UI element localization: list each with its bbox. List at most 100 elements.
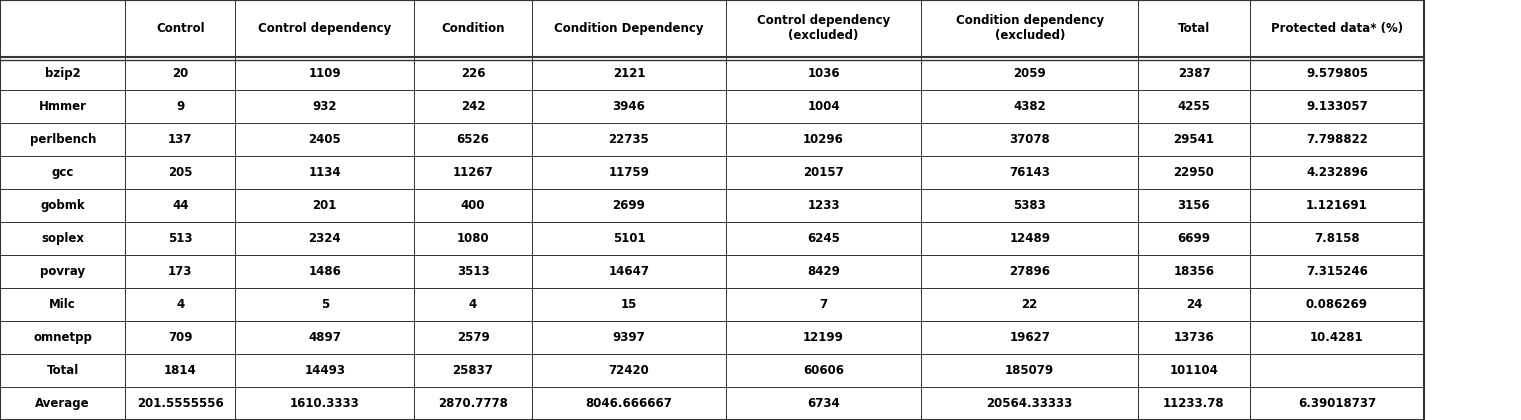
Bar: [1138, 255, 1249, 288]
Text: 37078: 37078: [1010, 133, 1049, 146]
Text: bzip2: bzip2: [44, 67, 81, 80]
Text: perlbench: perlbench: [29, 133, 96, 146]
Bar: [125, 0, 234, 57]
Text: Average: Average: [35, 397, 90, 410]
Text: 22: 22: [1022, 298, 1037, 311]
Bar: [1249, 189, 1424, 222]
Text: 4.232896: 4.232896: [1307, 166, 1367, 179]
Text: 1109: 1109: [309, 67, 341, 80]
Text: 1134: 1134: [309, 166, 341, 179]
Text: 6699: 6699: [1177, 232, 1211, 245]
Text: 4255: 4255: [1177, 100, 1211, 113]
Bar: [414, 123, 532, 156]
Text: Control dependency: Control dependency: [259, 22, 391, 35]
Bar: [234, 156, 414, 189]
Text: 1610.3333: 1610.3333: [291, 397, 359, 410]
Bar: [532, 0, 727, 57]
Text: 11759: 11759: [608, 166, 649, 179]
Bar: [727, 321, 920, 354]
Text: 1036: 1036: [808, 67, 840, 80]
Bar: [727, 288, 920, 321]
Text: Condition Dependency: Condition Dependency: [554, 22, 704, 35]
Bar: [920, 123, 1138, 156]
Text: 10.4281: 10.4281: [1310, 331, 1364, 344]
Text: 4: 4: [176, 298, 184, 311]
Bar: [727, 189, 920, 222]
Bar: [125, 189, 234, 222]
Text: 22950: 22950: [1174, 166, 1214, 179]
Bar: [125, 222, 234, 255]
Bar: [234, 255, 414, 288]
Bar: [0, 189, 125, 222]
Bar: [414, 156, 532, 189]
Bar: [414, 0, 532, 57]
Text: 4897: 4897: [309, 331, 341, 344]
Bar: [727, 57, 920, 90]
Text: povray: povray: [40, 265, 85, 278]
Bar: [920, 156, 1138, 189]
Bar: [414, 354, 532, 387]
Bar: [1249, 387, 1424, 420]
Text: 932: 932: [312, 100, 338, 113]
Bar: [0, 0, 125, 57]
Bar: [727, 123, 920, 156]
Bar: [234, 288, 414, 321]
Text: 4382: 4382: [1013, 100, 1046, 113]
Text: 7.798822: 7.798822: [1307, 133, 1367, 146]
Text: 72420: 72420: [608, 364, 649, 377]
Bar: [1249, 90, 1424, 123]
Text: 12199: 12199: [803, 331, 844, 344]
Bar: [1249, 0, 1424, 57]
Text: 8046.666667: 8046.666667: [586, 397, 672, 410]
Bar: [1138, 321, 1249, 354]
Bar: [1138, 288, 1249, 321]
Text: Total: Total: [47, 364, 79, 377]
Text: 709: 709: [167, 331, 193, 344]
Bar: [234, 321, 414, 354]
Bar: [1249, 255, 1424, 288]
Bar: [0, 123, 125, 156]
Bar: [414, 321, 532, 354]
Text: 2324: 2324: [309, 232, 341, 245]
Bar: [414, 189, 532, 222]
Text: 9.133057: 9.133057: [1307, 100, 1367, 113]
Bar: [1249, 222, 1424, 255]
Text: 20157: 20157: [803, 166, 844, 179]
Bar: [1138, 354, 1249, 387]
Bar: [414, 288, 532, 321]
Text: 14647: 14647: [608, 265, 649, 278]
Text: Milc: Milc: [49, 298, 76, 311]
Text: gcc: gcc: [52, 166, 75, 179]
Bar: [234, 354, 414, 387]
Bar: [532, 222, 727, 255]
Bar: [0, 354, 125, 387]
Text: 1233: 1233: [808, 199, 840, 212]
Bar: [1138, 90, 1249, 123]
Bar: [532, 57, 727, 90]
Bar: [414, 222, 532, 255]
Bar: [532, 387, 727, 420]
Text: 12489: 12489: [1010, 232, 1049, 245]
Text: Total: Total: [1177, 22, 1211, 35]
Bar: [1249, 123, 1424, 156]
Text: 5: 5: [321, 298, 329, 311]
Bar: [920, 387, 1138, 420]
Text: Condition dependency
(excluded): Condition dependency (excluded): [955, 14, 1104, 42]
Text: 6734: 6734: [808, 397, 840, 410]
Bar: [920, 0, 1138, 57]
Bar: [532, 354, 727, 387]
Bar: [414, 57, 532, 90]
Bar: [1249, 288, 1424, 321]
Bar: [1138, 123, 1249, 156]
Text: 185079: 185079: [1005, 364, 1054, 377]
Text: 201: 201: [312, 199, 338, 212]
Text: 400: 400: [461, 199, 485, 212]
Text: 22735: 22735: [608, 133, 649, 146]
Bar: [532, 156, 727, 189]
Text: 7: 7: [820, 298, 827, 311]
Text: 201.5555556: 201.5555556: [137, 397, 224, 410]
Text: omnetpp: omnetpp: [33, 331, 93, 344]
Text: 10296: 10296: [803, 133, 844, 146]
Text: 1080: 1080: [456, 232, 490, 245]
Bar: [1138, 57, 1249, 90]
